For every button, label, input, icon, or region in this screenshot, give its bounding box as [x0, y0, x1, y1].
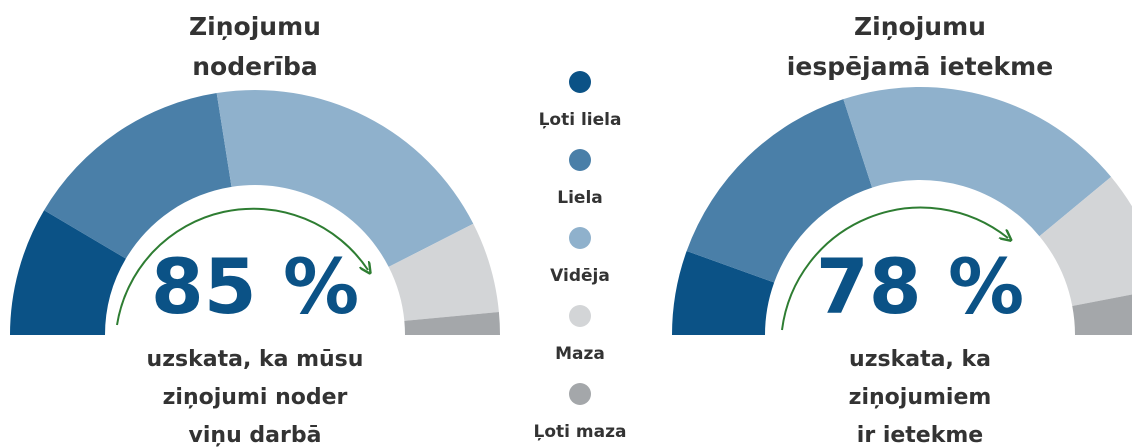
segment — [672, 250, 775, 335]
chart-title: Ziņojumu — [189, 12, 321, 41]
caption: ziņojumiem — [849, 385, 992, 410]
caption: uzskata, ka — [849, 347, 991, 372]
legend-swatch — [569, 71, 591, 93]
legend-swatch — [569, 227, 591, 249]
legend-swatch — [569, 383, 591, 405]
chart-title: noderība — [192, 52, 318, 81]
segment — [44, 93, 232, 259]
arrow — [781, 206, 1008, 331]
segment — [1072, 294, 1132, 335]
caption: ir ietekme — [857, 423, 983, 448]
legend-label: Vidēja — [550, 266, 610, 286]
legend-label: Liela — [557, 188, 603, 208]
segment — [843, 87, 1112, 237]
legend-label: Ļoti maza — [534, 422, 627, 442]
caption: viņu darbā — [189, 423, 322, 448]
segment — [1039, 176, 1132, 306]
legend-label: Maza — [555, 344, 605, 364]
legend-swatch — [569, 305, 591, 327]
segment — [388, 223, 499, 321]
chart-title: iespējamā ietekme — [787, 52, 1053, 81]
caption: ziņojumi noder — [163, 385, 348, 410]
segment — [686, 99, 873, 283]
caption: uzskata, ka mūsu — [147, 347, 364, 372]
legend-label: Ļoti liela — [539, 110, 622, 130]
segment — [404, 311, 500, 335]
segment — [216, 90, 474, 267]
headline: 85 % — [151, 242, 359, 331]
segments — [10, 87, 1132, 335]
arrow — [116, 207, 368, 326]
chart-title: Ziņojumu — [854, 12, 986, 41]
headline: 78 % — [816, 242, 1024, 331]
legend-swatch — [569, 149, 591, 171]
segment — [10, 210, 126, 335]
